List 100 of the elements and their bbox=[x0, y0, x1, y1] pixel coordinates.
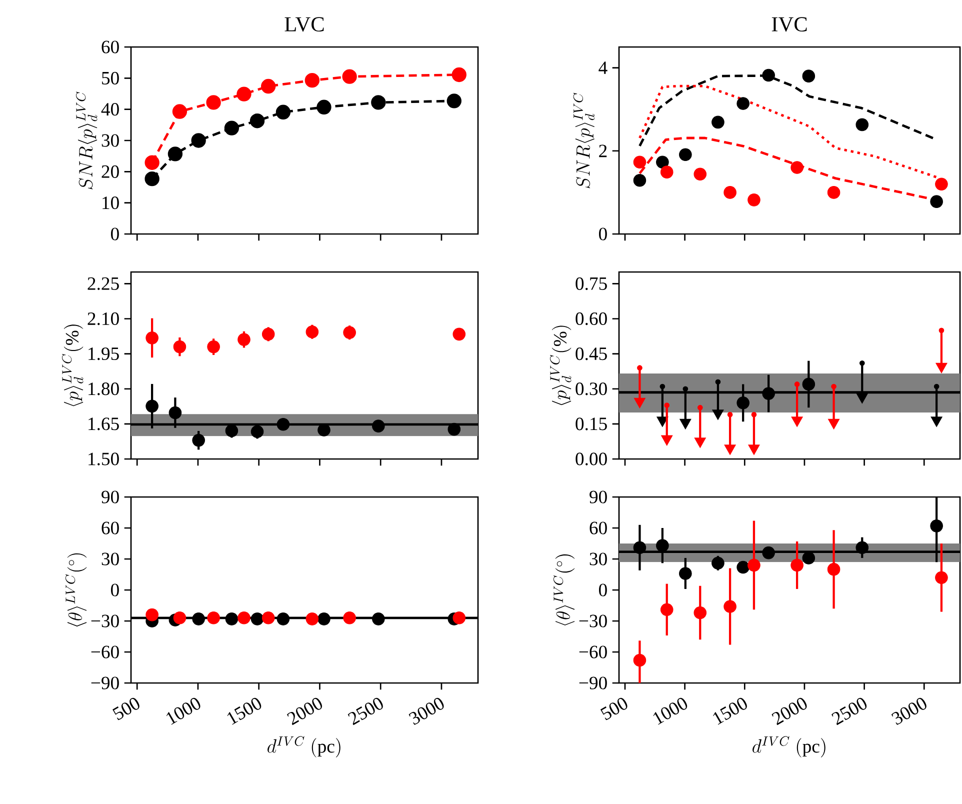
y-tick-label: 2 bbox=[599, 144, 607, 158]
y-tick-label: 0 bbox=[111, 584, 119, 596]
point bbox=[827, 186, 840, 199]
point bbox=[146, 400, 158, 413]
point bbox=[250, 114, 265, 128]
point bbox=[790, 161, 804, 174]
point bbox=[935, 178, 948, 191]
point bbox=[306, 325, 319, 338]
point bbox=[656, 156, 669, 169]
point bbox=[724, 600, 736, 613]
x-tick-label: 1500 bbox=[227, 698, 262, 725]
point bbox=[225, 424, 238, 438]
y-tick-label: 2.25 bbox=[88, 277, 119, 290]
y-tick-label: 0.30 bbox=[576, 382, 607, 396]
point bbox=[748, 194, 760, 206]
y-tick-label: 0.00 bbox=[576, 452, 607, 466]
y-tick-label: 2.10 bbox=[88, 312, 119, 326]
y-tick-label: 60 bbox=[102, 40, 119, 54]
y-tick-label: 1.80 bbox=[88, 382, 119, 396]
point bbox=[304, 73, 320, 88]
point bbox=[697, 404, 703, 410]
point bbox=[206, 95, 221, 110]
point bbox=[827, 562, 840, 576]
y-tick-label: 0 bbox=[599, 584, 607, 596]
point bbox=[736, 560, 750, 574]
point bbox=[342, 69, 357, 84]
point bbox=[762, 387, 775, 400]
y-tick-label: 90 bbox=[102, 490, 119, 504]
y-tick-label: 60 bbox=[102, 522, 119, 534]
point bbox=[146, 332, 158, 344]
point bbox=[859, 360, 865, 366]
point bbox=[794, 382, 800, 387]
point bbox=[261, 78, 276, 94]
y-tick-label: 4 bbox=[598, 62, 608, 74]
y-axis-title: $SNR\langle p\rangle_d^{IVC}$ bbox=[573, 92, 595, 188]
chart-title: IVC bbox=[772, 17, 807, 32]
point bbox=[191, 133, 206, 148]
x-tick-label: 500 bbox=[112, 698, 140, 720]
point bbox=[262, 328, 275, 341]
y-axis-title: $\langle\theta\rangle^{LVC}(^\circ)$ bbox=[65, 553, 87, 626]
point bbox=[682, 386, 688, 392]
point bbox=[343, 326, 356, 339]
point bbox=[935, 571, 948, 584]
point bbox=[748, 558, 760, 572]
x-tick-label: 2500 bbox=[348, 698, 383, 726]
y-tick-label: 0 bbox=[599, 228, 607, 240]
y-axis-title: $\langle p\rangle_d^{LVC}(\%)$ bbox=[62, 324, 84, 406]
point bbox=[276, 104, 291, 120]
point bbox=[633, 654, 646, 667]
point bbox=[694, 606, 707, 620]
x-tick-label: 3000 bbox=[408, 698, 444, 725]
x-tick-label: 2000 bbox=[772, 698, 807, 726]
y-axis-title: $\langle\theta\rangle^{IVC}(^\circ)$ bbox=[553, 554, 575, 626]
x-tick-label: 500 bbox=[600, 698, 628, 720]
point bbox=[168, 406, 182, 420]
point bbox=[751, 412, 757, 418]
y-axis-title: $SNR\langle p\rangle_d^{LVC}$ bbox=[76, 92, 98, 190]
y-tick-label: 0.45 bbox=[576, 347, 607, 360]
point bbox=[372, 420, 385, 432]
point bbox=[238, 333, 250, 346]
x-tick-label: 3000 bbox=[891, 698, 926, 725]
point bbox=[168, 146, 183, 162]
point bbox=[790, 558, 804, 572]
point bbox=[192, 434, 205, 447]
point bbox=[172, 104, 188, 119]
y-axis-title: $\langle p\rangle_d^{IVC}(\%)$ bbox=[550, 326, 572, 406]
y-tick-label: 1.50 bbox=[88, 452, 119, 466]
point bbox=[660, 603, 674, 616]
point bbox=[236, 86, 252, 102]
point bbox=[930, 520, 943, 532]
y-tick-label: 90 bbox=[590, 490, 607, 504]
point bbox=[144, 171, 160, 186]
point bbox=[736, 396, 750, 410]
point bbox=[679, 567, 692, 580]
point bbox=[452, 67, 466, 82]
point bbox=[371, 95, 386, 110]
point bbox=[802, 552, 816, 564]
y-tick-label: 60 bbox=[590, 522, 607, 534]
y-tick-label: 30 bbox=[590, 552, 607, 566]
point bbox=[762, 68, 775, 82]
y-tick-label: 0.15 bbox=[576, 418, 607, 430]
x-tick-label: 1000 bbox=[653, 698, 688, 725]
y-tick-label: 1.95 bbox=[88, 348, 119, 360]
point bbox=[250, 425, 264, 438]
point bbox=[656, 539, 669, 552]
point bbox=[712, 116, 724, 129]
point bbox=[316, 100, 332, 114]
point bbox=[694, 168, 707, 181]
point bbox=[276, 418, 290, 431]
x-axis-title: $d^{IVC}~\mathrm{(pc)}$ bbox=[268, 736, 340, 758]
point bbox=[727, 412, 733, 418]
point bbox=[802, 378, 816, 391]
point bbox=[715, 379, 721, 385]
point bbox=[207, 340, 220, 354]
y-tick-label: −90 bbox=[91, 676, 119, 690]
y-tick-label: 0.75 bbox=[576, 277, 607, 290]
point bbox=[664, 402, 670, 408]
point bbox=[633, 541, 646, 554]
point bbox=[831, 384, 836, 390]
point bbox=[679, 148, 692, 162]
